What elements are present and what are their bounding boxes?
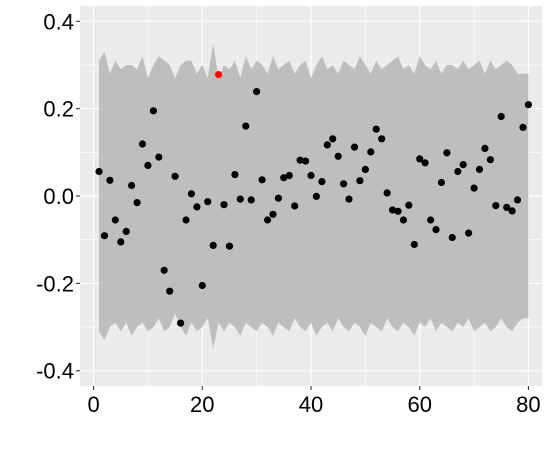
- data-point: [497, 112, 505, 121]
- data-point: [410, 240, 418, 249]
- data-point: [443, 149, 451, 157]
- data-point: [280, 174, 288, 182]
- data-point: [258, 176, 266, 184]
- data-point: [166, 287, 174, 295]
- data-point: [171, 172, 179, 180]
- data-point: [340, 180, 348, 188]
- data-point: [296, 156, 304, 164]
- data-point: [193, 203, 201, 211]
- data-point: [307, 171, 315, 180]
- data-point: [492, 202, 500, 210]
- y-tick-label: -0.2: [36, 271, 74, 296]
- axis-ticks: [76, 20, 529, 390]
- y-tick-label: 0.4: [43, 9, 74, 34]
- data-point: [394, 207, 402, 215]
- data-point: [122, 227, 130, 235]
- data-point: [225, 242, 234, 250]
- data-point: [133, 199, 141, 207]
- data-point: [378, 135, 386, 143]
- data-point: [323, 141, 331, 149]
- data-point: [421, 159, 429, 167]
- data-point: [263, 216, 272, 224]
- data-point: [432, 226, 440, 234]
- data-point: [508, 207, 516, 215]
- data-point: [318, 178, 326, 186]
- data-point: [149, 107, 157, 115]
- data-point: [416, 155, 424, 163]
- data-point: [481, 144, 489, 152]
- data-point: [350, 143, 359, 151]
- data-point: [454, 167, 462, 176]
- data-point: [182, 216, 190, 224]
- y-tick-label: 0.2: [43, 97, 74, 122]
- data-point: [209, 241, 217, 249]
- data-point: [285, 171, 293, 180]
- data-point: [242, 122, 250, 130]
- data-point: [274, 194, 282, 202]
- data-point: [475, 165, 484, 173]
- x-tick-label: 0: [87, 392, 99, 417]
- data-point: [388, 206, 397, 214]
- data-point: [198, 281, 206, 290]
- data-point: [405, 201, 413, 209]
- y-tick-label: -0.4: [36, 359, 74, 384]
- x-tick-label: 60: [407, 392, 431, 417]
- x-tick-label: 20: [190, 392, 214, 417]
- data-point: [513, 196, 522, 204]
- data-point: [155, 153, 163, 161]
- x-tick-label: 40: [299, 392, 323, 417]
- data-point: [524, 101, 533, 109]
- data-point: [367, 148, 375, 156]
- data-point: [383, 189, 391, 197]
- data-point: [100, 232, 109, 240]
- data-point: [117, 238, 125, 246]
- data-point: [187, 190, 195, 198]
- data-point: [437, 178, 445, 187]
- data-point: [459, 161, 467, 169]
- data-point: [220, 201, 228, 209]
- y-tick-labels: -0.4 -0.2 0.0 0.2 0.4: [36, 9, 74, 383]
- data-point: [503, 203, 511, 211]
- x-tick-labels: 0 20 40 60 80: [87, 392, 540, 417]
- data-point: [177, 319, 185, 327]
- data-point: [291, 202, 299, 210]
- data-point: [448, 233, 456, 242]
- data-point: [361, 165, 369, 173]
- data-point: [465, 229, 473, 237]
- data-point: [204, 198, 212, 206]
- data-point: [111, 216, 119, 224]
- data-point: [312, 192, 320, 200]
- data-point: [236, 195, 244, 203]
- data-point: [253, 88, 261, 96]
- data-points: [95, 71, 533, 327]
- data-point: [427, 216, 435, 224]
- data-point: [372, 125, 380, 133]
- data-point: [486, 156, 494, 164]
- data-point: [138, 140, 147, 148]
- data-point: [356, 177, 364, 185]
- data-point: [470, 184, 478, 192]
- data-point: [95, 167, 103, 176]
- data-point: [106, 176, 114, 184]
- data-point: [269, 210, 277, 218]
- y-tick-label: 0.0: [43, 184, 74, 209]
- data-point: [334, 152, 342, 160]
- highlighted-data-point: [215, 71, 223, 79]
- data-point: [302, 157, 310, 165]
- data-point: [329, 135, 337, 143]
- data-point: [519, 123, 527, 131]
- data-point: [345, 195, 353, 203]
- data-point: [231, 171, 239, 179]
- data-point: [247, 196, 255, 204]
- data-point: [144, 161, 152, 169]
- x-tick-label: 80: [516, 392, 540, 417]
- data-point: [160, 266, 168, 274]
- data-point: [128, 181, 136, 190]
- data-point: [399, 216, 407, 224]
